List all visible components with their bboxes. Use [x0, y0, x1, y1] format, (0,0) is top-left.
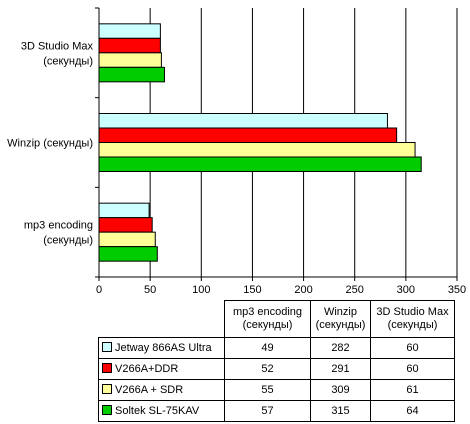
bar [98, 246, 158, 262]
x-tick-label: 300 [397, 284, 415, 296]
table-cell: 57 [224, 400, 311, 422]
table-series-label: V266A + SDR [98, 379, 225, 401]
table-cell: 49 [224, 337, 311, 359]
x-tick-label: 50 [144, 284, 156, 296]
legend-swatch [102, 405, 112, 415]
x-tick-label: 100 [192, 284, 210, 296]
table-cell: 282 [310, 337, 371, 359]
table-row: V266A+DDR 52 291 60 [98, 358, 455, 380]
bar [98, 231, 156, 248]
x-tick-label: 250 [346, 284, 364, 296]
bar [98, 113, 388, 129]
chart-svg: 0 50 100 150 200 250 300 350 3D Studio Max (секун… [7, 7, 466, 296]
bar [98, 127, 398, 143]
table-row: Jetway 866AS Ultra 49 282 60 [98, 337, 455, 359]
table-cell: 60 [370, 337, 455, 359]
x-tick-label: 150 [243, 284, 261, 296]
bar [98, 66, 165, 83]
bar [98, 23, 161, 39]
table-row: Soltek SL-75KAV 57 315 64 [98, 400, 455, 422]
x-tick-label: 0 [96, 284, 102, 296]
table-header-row: mp3 encoding (секунды) Winzip (секунды) 3D… [98, 300, 455, 338]
bar [98, 202, 150, 219]
legend-swatch [102, 363, 112, 373]
bar [98, 217, 153, 233]
table-cell: 61 [370, 379, 455, 401]
legend-swatch [102, 342, 112, 352]
bar [98, 52, 162, 68]
table-cell: 315 [310, 400, 371, 422]
table-cell: 291 [310, 358, 371, 380]
table-corner [98, 300, 225, 338]
bar [98, 37, 161, 54]
legend-swatch [102, 384, 112, 394]
table-series-label: Jetway 866AS Ultra [98, 337, 225, 359]
table-header-mp3: mp3 encoding (секунды) [224, 300, 311, 338]
table-header-3dsmax: 3D Studio Max (секунды) [370, 300, 455, 338]
category-label: Winzip (секунды) [7, 138, 93, 150]
x-tick-label: 350 [448, 284, 466, 296]
table-cell: 52 [224, 358, 311, 380]
table-cell: 55 [224, 379, 311, 401]
bar [98, 142, 416, 158]
table-cell: 60 [370, 358, 455, 380]
table-series-label: V266A+DDR [98, 358, 225, 380]
data-table: mp3 encoding (секунды) Winzip (секунды) 3D… [98, 300, 455, 422]
table-row: V266A + SDR 55 309 61 [98, 379, 455, 401]
table-cell: 64 [370, 400, 455, 422]
x-tick-label: 200 [294, 284, 312, 296]
table-cell: 309 [310, 379, 371, 401]
table-series-label: Soltek SL-75KAV [98, 400, 225, 422]
table-header-winzip: Winzip (секунды) [310, 300, 371, 338]
category-label: mp3 encoding (секунды) [24, 220, 93, 247]
bar [98, 156, 422, 172]
category-label: 3D Studio Max (секунды) [21, 40, 94, 67]
